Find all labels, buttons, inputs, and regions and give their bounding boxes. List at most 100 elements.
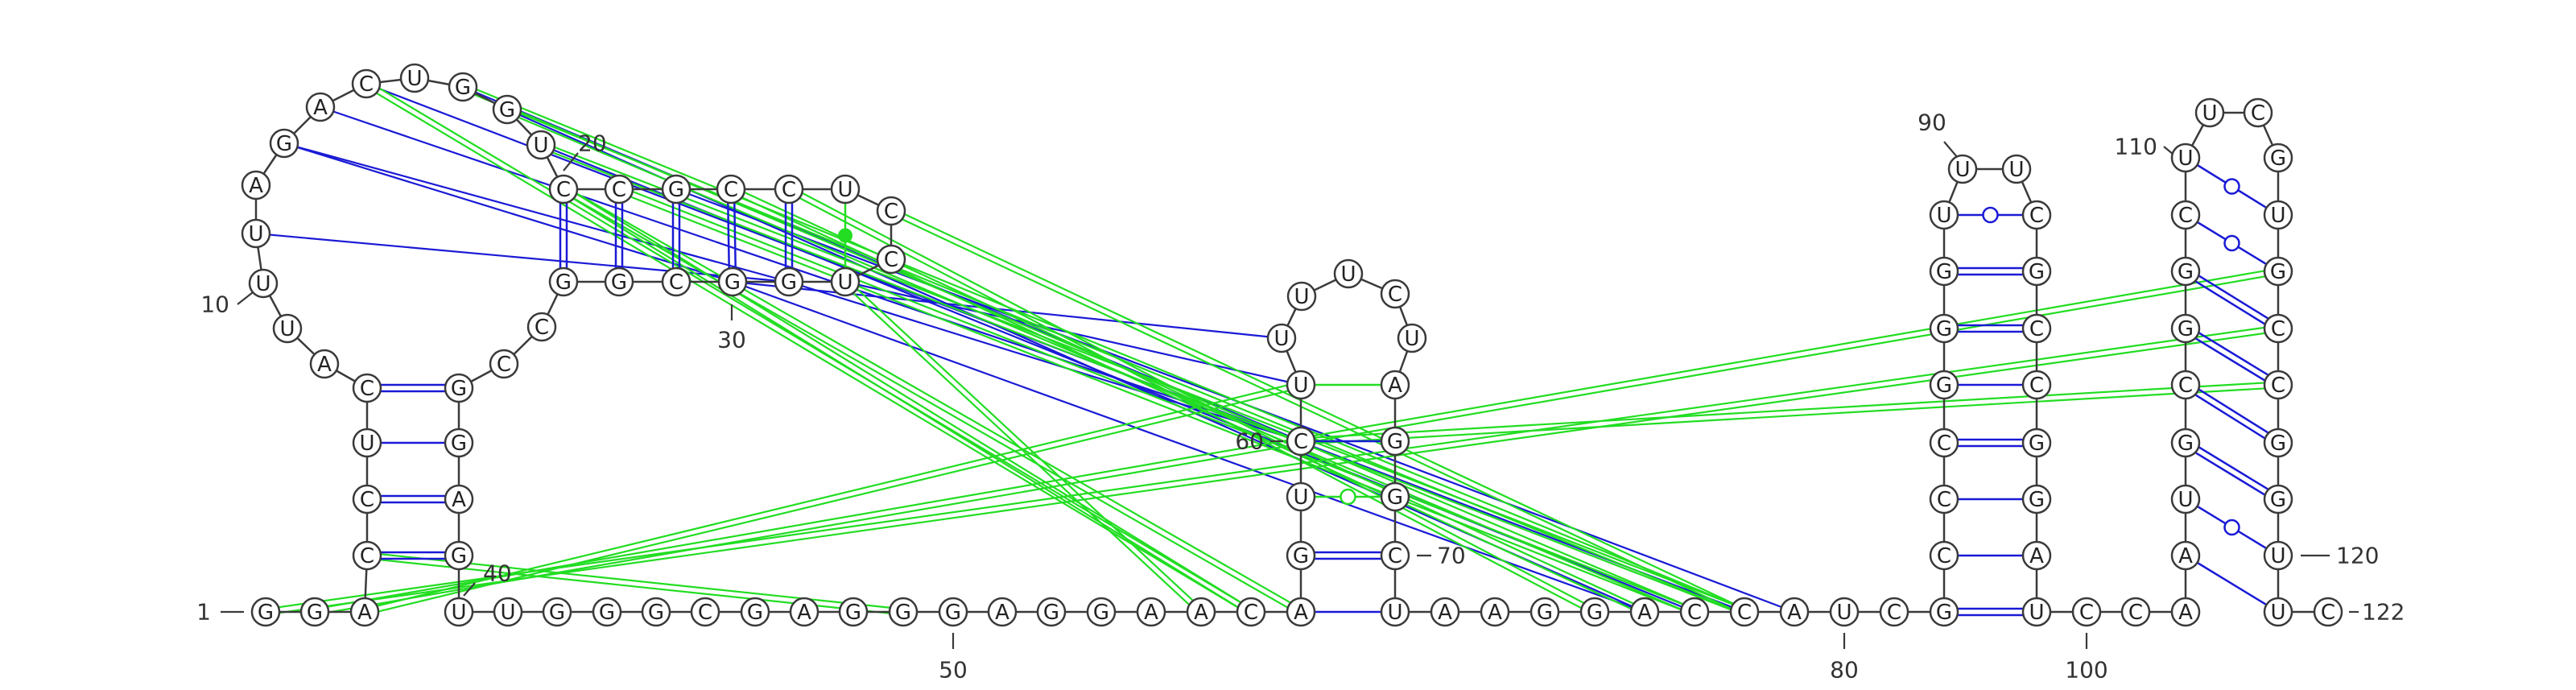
- nucleotide-24: C: [774, 174, 804, 205]
- nucleotide-118: G: [2263, 428, 2293, 458]
- nucleotide-circle: [2263, 428, 2293, 458]
- nucleotide-letter: C: [1737, 601, 1752, 625]
- nucleotide-letter: A: [1144, 601, 1158, 625]
- nucleotide-circle: [717, 266, 748, 297]
- nucleotide-circle: [1236, 597, 1266, 627]
- nucleotide-circle: [269, 128, 299, 159]
- nucleotide-97: G: [2021, 484, 2052, 514]
- nucleotide-circle: [1380, 279, 1410, 309]
- nucleotide-circle: [542, 597, 572, 627]
- nucleotide-76: A: [1629, 597, 1660, 627]
- nucleotide-9: U: [272, 313, 303, 344]
- nucleotide-circle: [448, 72, 478, 102]
- nucleotide-circle: [789, 597, 819, 627]
- nucleotide-letter: C: [2271, 374, 2285, 398]
- nucleotide-letter: C: [1937, 488, 1951, 512]
- nucleotide-letter: A: [797, 601, 811, 625]
- nucleotide-letter: U: [1936, 204, 1951, 228]
- nucleotide-5: C: [352, 484, 382, 514]
- nucleotide-letter: G: [1043, 601, 1059, 625]
- nucleotide-letter: G: [945, 601, 961, 625]
- nucleotide-circle: [548, 266, 579, 297]
- nucleotide-circle: [1380, 426, 1410, 457]
- nucleotide-letter: U: [2008, 158, 2024, 182]
- nucleotide-114: U: [2263, 200, 2293, 230]
- nucleotide-letter: C: [2029, 204, 2044, 228]
- nucleotide-22: G: [661, 174, 691, 205]
- nucleotide-letter: U: [1340, 262, 1356, 287]
- nucleotide-circle: [493, 597, 523, 627]
- nucleotide-102: A: [2170, 597, 2201, 627]
- nucleotide-circle: [489, 349, 519, 379]
- nucleotide-116: C: [2263, 313, 2293, 344]
- nucleotide-circle: [1929, 256, 1959, 287]
- nucleotide-30: G: [717, 266, 748, 297]
- nucleotide-circle: [1929, 313, 1959, 344]
- nucleotide-letter: G: [1093, 601, 1109, 625]
- nucleotide-letter: A: [313, 96, 328, 120]
- nucleotide-circle: [272, 313, 303, 344]
- nucleotide-letter: G: [1387, 485, 1403, 510]
- nucleotide-circle: [526, 130, 556, 160]
- tertiary-interaction-line: [463, 83, 1746, 610]
- nucleotide-letter: G: [1293, 544, 1309, 568]
- nucleotide-circle: [548, 174, 579, 205]
- nucleotide-circle: [309, 349, 340, 379]
- nucleotide-circle: [876, 196, 906, 226]
- nucleotide-circle: [1929, 370, 1959, 400]
- nucleotide-circle: [592, 597, 622, 627]
- nucleotide-circle: [641, 597, 671, 627]
- nucleotide-circle: [349, 597, 380, 627]
- nucleotide-letter: U: [407, 67, 422, 91]
- nucleotide-letter: C: [1244, 601, 1258, 625]
- nucleotide-letter: A: [1194, 601, 1208, 625]
- nucleotide-letter: C: [2029, 317, 2044, 341]
- tertiary-interaction-line: [892, 207, 1746, 610]
- nucleotide-circle: [305, 92, 336, 122]
- nucleotide-letter: G: [668, 178, 684, 202]
- nucleotide-letter: C: [1294, 430, 1308, 454]
- nucleotide-67: A: [1380, 370, 1410, 400]
- position-label: 110: [2115, 134, 2157, 160]
- nucleotide-80: U: [1829, 597, 1860, 627]
- nucleotide-44: G: [641, 597, 671, 627]
- base-pair-bond: [2186, 324, 2281, 383]
- nucleotide-54: A: [1136, 597, 1166, 627]
- nucleotide-circle: [2194, 97, 2225, 128]
- nucleotide-circle: [661, 174, 691, 205]
- nucleotide-letter: U: [837, 271, 852, 295]
- position-label: 30: [717, 327, 746, 353]
- nucleotide-42: G: [542, 597, 572, 627]
- nucleotide-circle: [248, 268, 279, 299]
- nucleotide-37: G: [444, 428, 474, 458]
- nucleotide-circle: [830, 174, 861, 205]
- nucleotide-letter: U: [248, 222, 263, 246]
- nucleotide-circle: [888, 597, 919, 627]
- nucleotide-circle: [1286, 426, 1316, 457]
- nucleotide-letter: G: [845, 601, 861, 625]
- nucleotide-circle: [1186, 597, 1216, 627]
- nucleotide-letter: U: [1274, 327, 1289, 351]
- nucleotide-20: C: [548, 174, 579, 205]
- nucleotide-87: G: [1929, 313, 1959, 344]
- position-label: 1: [196, 599, 211, 626]
- nucleotide-circle: [2021, 484, 2052, 514]
- nucleotide-letter: U: [1404, 327, 1419, 351]
- nucleotide-letter: C: [1937, 432, 1951, 456]
- nucleotide-letter: G: [451, 377, 467, 401]
- nucleotide-circle: [1929, 540, 1959, 571]
- wobble-pair-marker: [2223, 519, 2240, 536]
- nucleotide-45: C: [690, 597, 720, 627]
- nucleotide-circle: [1430, 597, 1460, 627]
- nucleotide-64: U: [1333, 258, 1364, 289]
- nucleotide-circle: [299, 597, 330, 627]
- nucleotide-43: G: [592, 597, 622, 627]
- nucleotide-2: G: [299, 597, 330, 627]
- nucleotide-circle: [1779, 597, 1810, 627]
- nucleotide-letter: G: [1587, 601, 1603, 625]
- nucleotide-letter: G: [781, 271, 797, 295]
- nucleotide-circle: [1266, 323, 1297, 353]
- nucleotide-letter: G: [747, 601, 763, 625]
- nucleotide-26: C: [876, 196, 906, 226]
- nucleotide-89: U: [1929, 200, 1959, 230]
